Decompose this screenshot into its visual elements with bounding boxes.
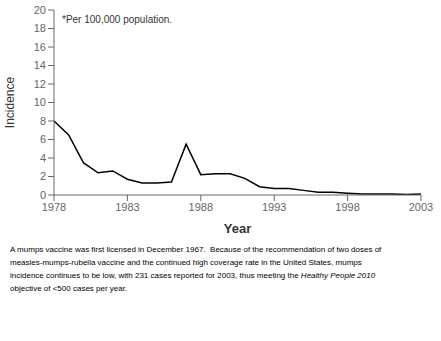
- html-text:objective of <500 cases per ye: objective of <500 cases per year.: [10, 284, 128, 293]
- svg-text:18: 18: [34, 22, 46, 34]
- svg-text:1998: 1998: [335, 201, 359, 213]
- html-text:A mumps vaccine was first lice: A mumps vaccine was first licensed in De…: [10, 245, 382, 254]
- svg-text:1988: 1988: [189, 201, 213, 213]
- html-text:measles-mumps-rubella vaccine: measles-mumps-rubella vaccine and the co…: [10, 258, 362, 267]
- svg-text:6: 6: [40, 133, 46, 145]
- svg-text:2: 2: [40, 170, 46, 182]
- svg-text:1978: 1978: [42, 201, 66, 213]
- svg-text:0: 0: [40, 189, 46, 201]
- html-text:incidence continues to be low,: incidence continues to be low, with 231 …: [10, 271, 376, 280]
- svg-text:16: 16: [34, 41, 46, 53]
- svg-text:8: 8: [40, 115, 46, 127]
- svg-text:14: 14: [34, 59, 46, 71]
- svg-text:1983: 1983: [115, 201, 139, 213]
- svg-text:10: 10: [34, 96, 46, 108]
- html-text:*Per 100,000 population.: *Per 100,000 population.: [62, 14, 173, 25]
- svg-text:4: 4: [40, 152, 46, 164]
- svg-text:1993: 1993: [262, 201, 286, 213]
- svg-text:20: 20: [34, 4, 46, 16]
- svg-text:12: 12: [34, 78, 46, 90]
- svg-text:Incidence: Incidence: [8, 76, 17, 128]
- svg-text:2003: 2003: [409, 201, 433, 213]
- svg-text:Year: Year: [224, 221, 251, 235]
